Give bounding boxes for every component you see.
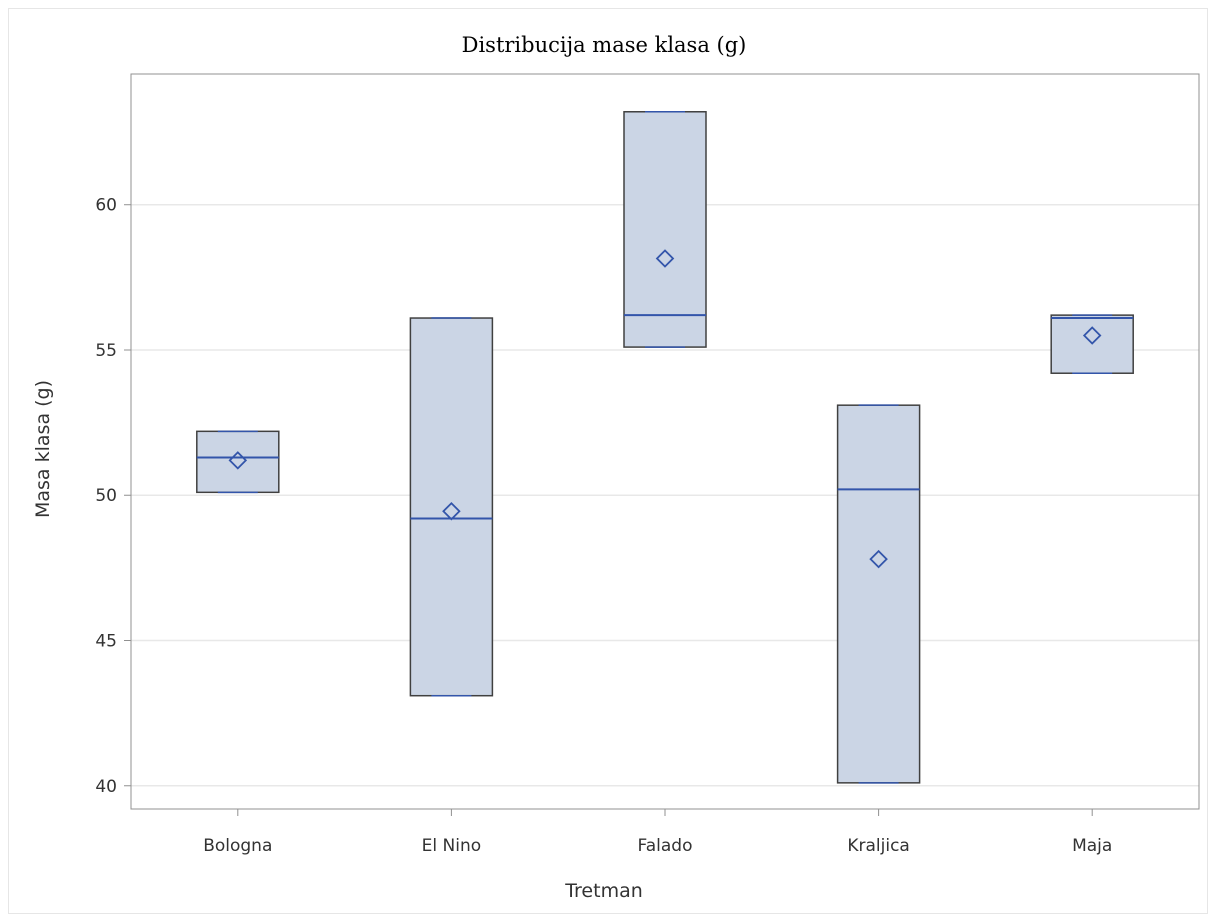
mean-marker bbox=[869, 549, 888, 569]
y-tick-label: 50 bbox=[95, 486, 117, 506]
box-kraljica bbox=[836, 404, 921, 784]
y-tick-label: 55 bbox=[95, 341, 117, 361]
box-iqr bbox=[196, 430, 280, 494]
box-iqr bbox=[409, 317, 494, 697]
boxes-layer bbox=[196, 111, 1134, 784]
y-tick-label: 45 bbox=[95, 632, 117, 652]
box-el-nino bbox=[409, 317, 494, 697]
y-tick-label: 40 bbox=[95, 777, 117, 797]
x-tick-label: Kraljica bbox=[847, 836, 910, 856]
mean-marker bbox=[655, 249, 675, 268]
y-axis-label: Masa klasa (g) bbox=[32, 380, 54, 518]
box-falado bbox=[623, 111, 707, 348]
x-axis: Bologna El Nino Falado Kraljica Maja bbox=[203, 809, 1112, 856]
mean-marker bbox=[1082, 326, 1102, 345]
y-tick-label: 60 bbox=[95, 196, 117, 216]
mean-marker bbox=[442, 501, 461, 521]
box-iqr bbox=[623, 111, 707, 348]
x-axis-label: Tretman bbox=[564, 880, 643, 902]
x-tick-label: El Nino bbox=[422, 836, 481, 856]
box-bologna bbox=[196, 430, 280, 494]
box-plot-chart: Distribucija mase klasa (g) 40 45 50 55 60 B… bbox=[32, 33, 1200, 902]
y-axis: 40 45 50 55 60 bbox=[95, 196, 131, 797]
x-tick-label: Falado bbox=[638, 836, 693, 856]
x-tick-label: Maja bbox=[1072, 836, 1112, 856]
chart-frame: Distribucija mase klasa (g) 40 45 50 55 60 B… bbox=[8, 8, 1208, 914]
mean-marker bbox=[228, 451, 248, 470]
chart-title: Distribucija mase klasa (g) bbox=[462, 33, 747, 57]
x-tick-label: Bologna bbox=[203, 836, 272, 856]
box-iqr bbox=[836, 404, 921, 784]
box-maja bbox=[1050, 314, 1134, 374]
